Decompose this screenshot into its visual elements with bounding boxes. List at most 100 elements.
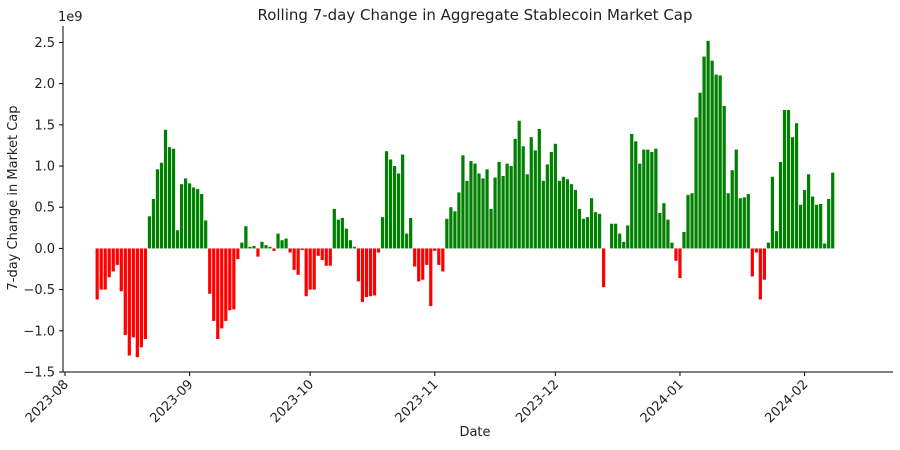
bar	[678, 248, 682, 279]
bar	[159, 162, 164, 249]
bar	[806, 174, 811, 249]
bar	[786, 110, 791, 249]
bar	[831, 172, 835, 249]
bar	[525, 174, 529, 249]
bar	[232, 248, 236, 310]
bar	[762, 248, 766, 280]
bar	[304, 248, 308, 297]
x-axis-label: Date	[459, 425, 490, 440]
bar	[457, 192, 461, 249]
bar	[573, 189, 578, 249]
bar	[437, 248, 441, 265]
chart-title: Rolling 7-day Change in Aggregate Stable…	[257, 6, 692, 24]
bar	[200, 194, 204, 249]
bar	[228, 248, 232, 311]
bar	[260, 241, 264, 249]
bar	[372, 248, 377, 296]
bar	[819, 203, 823, 249]
bar	[252, 245, 256, 249]
bar	[139, 248, 143, 348]
y-tick-label: 1.5	[34, 118, 55, 133]
bar	[421, 248, 425, 280]
bar	[461, 155, 465, 249]
bar	[682, 231, 686, 249]
y-tick-label: 0.5	[34, 201, 55, 216]
bar	[754, 248, 758, 253]
bar	[312, 248, 316, 290]
bar	[710, 60, 714, 249]
bar	[380, 217, 385, 249]
bar	[192, 187, 196, 249]
bar	[188, 183, 192, 249]
bar	[794, 123, 799, 249]
bar	[316, 248, 320, 256]
bar	[441, 248, 445, 272]
bar	[766, 242, 771, 249]
bar	[183, 178, 188, 249]
bar	[517, 120, 521, 249]
x-tick-label: 2023-08	[23, 377, 72, 426]
y-tick-label: −0.5	[23, 283, 55, 298]
bar	[501, 175, 505, 249]
y-tick-label: 1.0	[34, 160, 55, 175]
bar	[123, 248, 127, 335]
bar	[674, 248, 678, 261]
bar	[618, 233, 622, 249]
bar	[634, 141, 638, 249]
bar	[802, 189, 807, 249]
bar	[433, 248, 437, 251]
y-tick-label: −1.5	[23, 366, 55, 381]
bar	[658, 213, 662, 249]
bar	[778, 161, 783, 249]
bar	[300, 248, 304, 251]
bar	[216, 248, 220, 340]
bar	[324, 248, 328, 266]
bar	[340, 217, 344, 249]
bar	[449, 207, 453, 249]
bar	[175, 230, 180, 249]
y-tick-label: 0.0	[34, 242, 55, 257]
bar	[485, 169, 489, 249]
bar	[376, 248, 381, 253]
bar	[622, 241, 626, 249]
bar	[529, 137, 533, 249]
bar	[107, 248, 111, 278]
x-tick-label: 2023-11	[393, 377, 442, 426]
bar	[610, 223, 614, 249]
bar	[320, 248, 324, 260]
bar	[405, 233, 409, 249]
bar	[561, 176, 566, 249]
bar	[244, 226, 248, 249]
bar	[758, 248, 762, 300]
bar	[481, 178, 485, 249]
bar	[155, 169, 160, 249]
bar	[638, 163, 642, 249]
bar	[738, 198, 742, 249]
bar	[811, 196, 815, 249]
bar	[465, 180, 469, 249]
bar	[670, 242, 674, 249]
bar	[348, 240, 352, 249]
bar	[344, 228, 348, 249]
bar	[722, 105, 726, 249]
bar	[662, 203, 666, 249]
bar	[119, 248, 123, 292]
bar	[650, 152, 654, 249]
bar	[413, 248, 417, 267]
x-tick-label: 2023-12	[513, 377, 562, 426]
x-tick-label: 2024-01	[638, 377, 687, 426]
bar	[706, 40, 710, 249]
bar	[95, 248, 99, 300]
bar	[782, 110, 787, 249]
bar	[565, 179, 570, 249]
bar	[666, 219, 670, 249]
x-tick-label: 2023-09	[147, 377, 196, 426]
bar	[445, 218, 449, 249]
bar	[581, 218, 586, 249]
bar	[630, 133, 634, 249]
bar	[264, 245, 268, 249]
bar	[171, 148, 176, 249]
y-axis-ticks: −1.5 −1.0 −0.5 0.0 0.5 1.0 1.5 2.0 2.5	[23, 36, 63, 381]
bar	[417, 248, 421, 282]
